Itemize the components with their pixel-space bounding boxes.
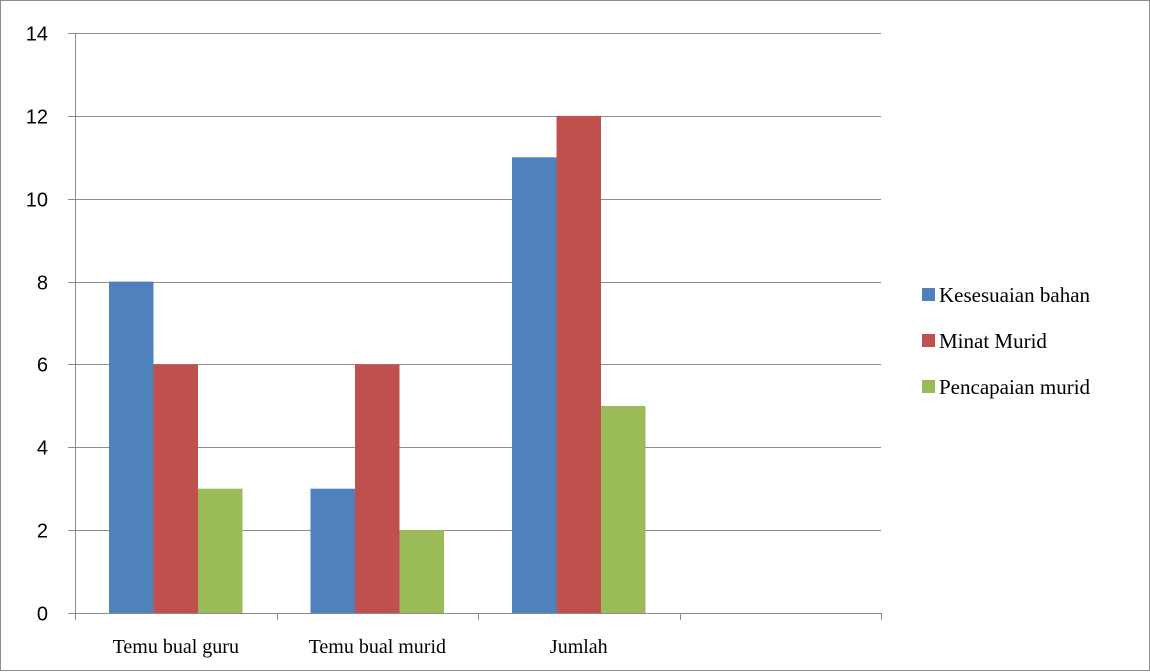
y-tick-label: 14 — [26, 24, 48, 46]
y-tick-label: 2 — [37, 521, 48, 543]
gridlines — [75, 33, 881, 531]
x-tick-label: Jumlah — [550, 636, 608, 658]
legend-label: Minat Murid — [939, 329, 1047, 353]
x-tick-label: Temu bual guru — [113, 636, 239, 658]
legend-label: Pencapaian murid — [939, 375, 1091, 399]
y-tick-label: 12 — [26, 107, 48, 129]
bar — [109, 281, 154, 613]
bar — [153, 364, 198, 613]
bar — [512, 157, 557, 614]
legend-label: Kesesuaian bahan — [939, 283, 1091, 307]
axes — [68, 33, 882, 620]
bar — [556, 115, 601, 614]
bar — [601, 405, 646, 613]
legend: Kesesuaian bahan Minat Murid Pencapaian mu… — [922, 283, 1091, 399]
bar — [355, 364, 400, 613]
legend-swatch — [922, 288, 935, 301]
y-tick-label: 8 — [37, 273, 48, 295]
legend-swatch — [922, 380, 935, 393]
y-tick-label: 10 — [26, 190, 48, 212]
x-tick-label: Temu bual murid — [309, 636, 446, 658]
legend-swatch — [922, 334, 935, 347]
bar — [310, 488, 355, 613]
x-tick-labels: Temu bual guru Temu bual murid Jumlah — [113, 636, 608, 658]
bar — [198, 488, 243, 613]
y-tick-label: 6 — [37, 355, 48, 377]
y-tick-label: 0 — [37, 604, 48, 626]
y-tick-label: 4 — [37, 438, 48, 460]
bar — [399, 530, 444, 613]
bars — [109, 115, 646, 614]
y-tick-labels: 0 2 4 6 8 10 12 14 — [26, 24, 48, 626]
